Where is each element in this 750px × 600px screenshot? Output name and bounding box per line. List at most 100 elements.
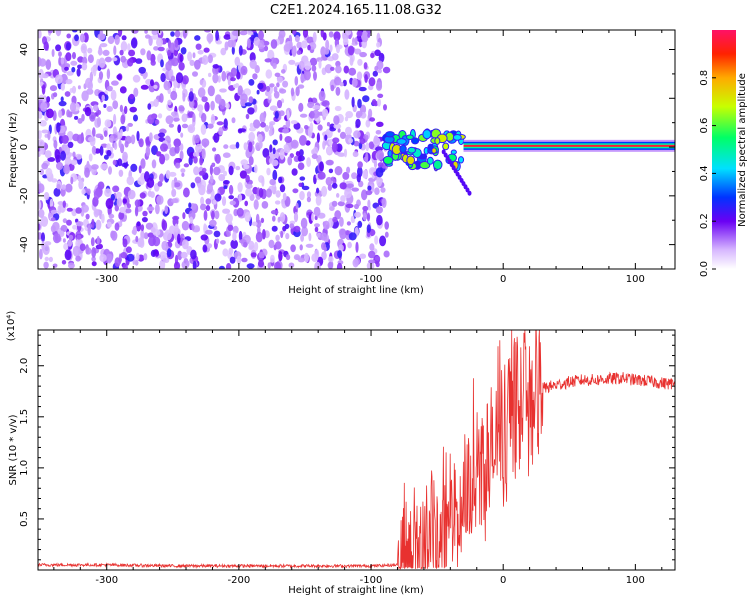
noise-blob	[249, 122, 254, 128]
noise-blob	[227, 75, 231, 86]
noise-blob	[231, 46, 235, 55]
noise-blob	[355, 241, 359, 253]
noise-blob	[290, 139, 299, 149]
colorbar-tick-label: 0.6	[699, 118, 710, 134]
noise-blob	[365, 142, 370, 152]
carrier-core	[463, 144, 675, 147]
noise-blob	[246, 38, 251, 49]
noise-blob	[209, 164, 213, 176]
noise-blob	[72, 30, 78, 33]
noise-blob	[376, 214, 383, 226]
noise-blob	[328, 168, 334, 174]
noise-blob	[359, 138, 366, 145]
noise-blob	[280, 230, 284, 239]
figure-title: C2E1.2024.165.11.08.G32	[270, 3, 442, 18]
noise-blob	[306, 196, 311, 203]
noise-blob	[46, 96, 51, 103]
noise-blob	[270, 209, 279, 215]
noise-blob	[68, 262, 75, 269]
noise-blob	[373, 159, 378, 169]
noise-blob	[215, 153, 221, 164]
noise-blob	[151, 34, 159, 40]
noise-blob	[169, 42, 175, 53]
noise-blob	[72, 224, 78, 230]
noise-blob	[362, 212, 367, 221]
noise-blob	[181, 75, 189, 85]
noise-blob	[274, 72, 281, 78]
noise-blob	[271, 225, 278, 232]
noise-blob	[375, 167, 384, 178]
noise-blob	[53, 92, 58, 98]
noise-blob	[329, 44, 333, 53]
noise-blob	[140, 84, 149, 90]
noise-blob	[118, 30, 123, 37]
noise-blob	[104, 119, 112, 128]
noise-blob	[265, 69, 273, 79]
noise-blob	[243, 164, 250, 170]
noise-blob	[206, 33, 214, 43]
noise-blob	[106, 106, 113, 112]
noise-blob	[112, 100, 119, 110]
noise-blob	[331, 53, 339, 61]
noise-blob	[337, 152, 346, 157]
noise-blob	[296, 41, 303, 49]
noise-blob	[311, 65, 317, 72]
noise-blob	[325, 159, 334, 166]
noise-blob	[39, 120, 47, 127]
noise-blob	[56, 122, 61, 133]
noise-blob	[249, 59, 257, 69]
noise-blob	[38, 183, 45, 193]
noise-blob	[181, 123, 189, 129]
noise-blob	[316, 187, 320, 194]
spectrogram-transition-clutter	[381, 128, 472, 196]
clutter-blob	[406, 155, 416, 166]
noise-blob	[211, 210, 215, 220]
noise-blob	[150, 79, 154, 87]
noise-blob	[274, 241, 282, 250]
noise-blob	[243, 241, 248, 248]
noise-blob	[219, 186, 226, 195]
noise-blob	[339, 216, 344, 227]
noise-blob	[205, 205, 211, 211]
noise-blob	[111, 80, 119, 86]
noise-blob	[192, 260, 197, 269]
noise-blob	[316, 132, 320, 143]
noise-blob	[303, 69, 311, 81]
colorbar-tick-label: 0.8	[699, 70, 710, 86]
noise-blob	[269, 83, 275, 88]
noise-blob	[98, 57, 106, 69]
noise-blob	[192, 52, 196, 59]
noise-blob	[287, 156, 293, 166]
noise-blob	[171, 198, 179, 204]
noise-blob	[112, 159, 117, 166]
noise-blob	[159, 93, 164, 103]
noise-blob	[38, 56, 42, 67]
noise-blob	[182, 212, 186, 220]
noise-blob	[151, 30, 159, 36]
snr-y-axis-label: SNR (10 * v/v)	[8, 414, 19, 485]
noise-blob	[270, 254, 275, 263]
noise-blob	[206, 243, 213, 249]
noise-blob	[251, 221, 258, 227]
noise-blob	[306, 157, 311, 168]
noise-blob	[365, 152, 369, 164]
noise-blob	[383, 250, 390, 258]
noise-blob	[201, 112, 207, 123]
noise-blob	[331, 182, 338, 189]
noise-blob	[108, 166, 112, 175]
noise-blob	[66, 219, 72, 226]
clutter-blob	[382, 155, 394, 165]
snr-y-ticks: 0.5 1.0 1.5 2.0	[19, 334, 675, 571]
noise-blob	[81, 62, 88, 71]
noise-blob	[67, 239, 73, 247]
clutter-blob	[411, 137, 420, 145]
noise-blob	[113, 113, 117, 125]
snr-scale-label: (x10⁴)	[6, 311, 17, 342]
noise-blob	[81, 90, 89, 102]
noise-blob	[229, 256, 236, 264]
noise-blob	[240, 159, 249, 166]
noise-blob	[103, 104, 107, 108]
noise-blob	[71, 85, 77, 94]
noise-blob	[84, 167, 90, 178]
noise-blob	[197, 87, 206, 98]
